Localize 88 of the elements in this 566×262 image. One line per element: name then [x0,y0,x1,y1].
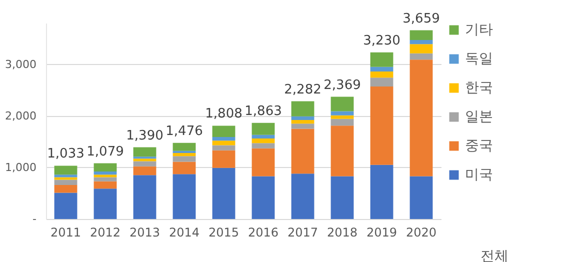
y-tick-label: 3,000 [5,58,36,71]
bar [54,174,78,178]
bar [54,180,78,185]
bar [54,177,78,180]
x-tick-label: 2012 [90,226,121,240]
bar [291,128,314,174]
bar [291,120,314,124]
x-tick-label: 2011 [50,226,82,240]
total-label: 1,863 [244,104,282,119]
bar [370,66,394,72]
bar [133,161,156,166]
bar [54,184,78,193]
bar [410,60,433,176]
x-tick-label: 2017 [287,226,318,240]
legend-label: 일본 [465,109,493,125]
bar [133,147,156,157]
bar [410,30,433,40]
bar [330,96,354,112]
bar [252,143,275,148]
bar [212,126,236,137]
bar [410,44,433,54]
bar [172,174,196,219]
bar [94,177,117,182]
bar [330,118,354,126]
bar [370,71,394,78]
bar [212,168,236,219]
bar [94,188,117,219]
bar [410,53,433,60]
bar [291,124,314,129]
bar [410,40,433,44]
bar [291,174,314,219]
legend-label: 한국 [465,80,493,96]
bar [330,111,354,116]
bar [172,142,196,151]
x-tick-label: 2018 [326,226,358,240]
bar [370,164,394,219]
bar [212,136,236,141]
bar [252,122,275,135]
bar [252,176,275,219]
legend-label: 중국 [465,138,493,154]
bar [370,86,394,165]
bar [330,176,354,219]
total-label: 3,659 [402,11,440,26]
y-tick-label: - [32,212,37,226]
legend-label: 미국 [465,167,493,183]
bar [54,166,78,175]
bar [133,175,156,219]
bar [212,140,236,146]
bar [172,162,196,174]
x-tick-label: 2014 [168,226,200,240]
bar [94,181,117,189]
bar [370,78,394,86]
bar [252,138,275,144]
x-tick-label: 2015 [208,226,240,240]
bar [291,116,314,120]
total-label: 1,033 [47,146,84,162]
bar [330,126,354,176]
y-tick-label: 2,000 [5,109,36,122]
y-tick-label: 1,000 [5,160,36,174]
total-label: 2,282 [284,82,322,98]
bar [133,166,156,176]
legend-label: 기타 [465,22,493,38]
bar [54,192,78,219]
bar [252,148,275,176]
bar [94,174,117,178]
bar [94,172,117,175]
total-label: 1,390 [126,128,164,144]
total-label: 2,369 [324,78,361,93]
bar [291,101,314,116]
bar [212,145,236,150]
bar [94,163,117,172]
x-tick-label: 2019 [366,226,398,240]
bar [212,150,236,168]
x-tick-label: 2020 [406,226,437,240]
x-tick-label: 2013 [129,226,160,240]
bar [172,156,196,162]
bar [172,152,196,156]
total-label: 1,808 [205,106,242,122]
bar [133,158,156,162]
bar [330,115,354,119]
total-label: 3,230 [363,33,400,48]
total-label: 1,476 [166,124,203,139]
legend-label: 독일 [465,51,493,67]
bar [252,134,275,139]
total-label: 1,079 [86,144,124,160]
x-tick-label: 2016 [248,226,279,240]
bar [410,176,433,219]
bar [370,52,394,67]
